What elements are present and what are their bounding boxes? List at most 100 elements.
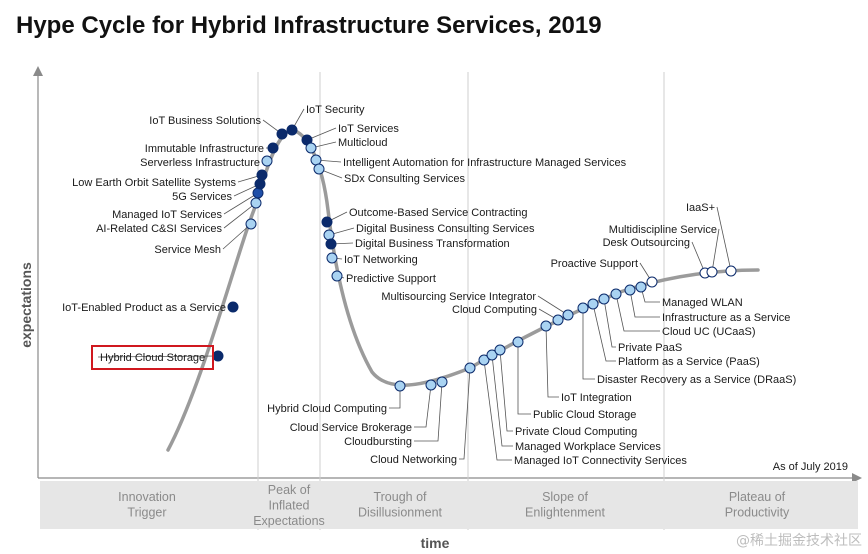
phase-label: Plateau of Productivity [725,490,790,520]
data-label: Managed IoT Connectivity Services [514,455,687,467]
data-point [562,309,574,321]
data-point [646,276,658,288]
leader-line [691,241,706,274]
leader-line [389,386,401,409]
data-label: Disaster Recovery as a Service (DRaaS) [597,374,796,386]
data-point [326,252,338,264]
data-points [212,124,737,392]
data-point [425,379,437,391]
data-point [323,229,335,241]
data-label: Platform as a Service (PaaS) [618,356,760,368]
data-label: Multisourcing Service Integrator [381,291,536,303]
leader-line [582,308,595,380]
data-label: Public Cloud Storage [533,409,636,421]
data-label: Intelligent Automation for Infrastructur… [343,157,627,169]
leader-line [592,303,616,362]
as-of-note: As of July 2019 [773,461,848,473]
data-label: Managed WLAN [662,297,743,309]
data-point [331,270,343,282]
x-axis-arrow [852,473,862,483]
data-label: Cloud Service Brokerage [290,422,412,434]
leader-line [414,381,443,442]
data-label: Private PaaS [618,342,682,354]
data-label: IoT Integration [561,392,632,404]
x-axis-label: time [421,535,450,551]
data-point [305,142,317,154]
data-point [577,302,589,314]
leader-line [414,384,432,428]
data-label: Hybrid Cloud Computing [267,403,387,415]
phase-label: Slope of Enlightenment [525,490,605,520]
data-point [321,216,333,228]
leader-line [711,228,720,273]
leader-line [483,359,512,461]
data-point [598,293,610,305]
data-point [540,320,552,332]
data-label: IoT-Enabled Product as a Service [62,302,226,314]
data-point [286,124,298,136]
leader-line [603,298,616,348]
leader-line [223,202,257,229]
y-axis-arrow [33,66,43,76]
data-point [494,344,506,356]
leader-line [499,349,513,432]
leader-line [491,354,513,447]
data-point [624,284,636,296]
data-label: IoT Services [338,123,399,135]
data-label: Service Mesh [154,244,221,256]
data-label: Private Cloud Computing [515,426,637,438]
chart-frame [33,66,862,530]
data-label: Proactive Support [551,258,638,270]
y-axis-label: expectations [18,262,34,348]
data-label: Managed IoT Services [112,209,222,221]
data-label: Cloud Networking [370,454,457,466]
phase-label: Trough of Disillusionment [358,490,443,520]
data-point [552,314,564,326]
leader-line [716,206,732,272]
data-point [610,288,622,300]
hype-curve [166,128,760,452]
data-label: Outcome-Based Service Contracting [349,207,528,219]
data-label: Multicloud [338,137,388,149]
data-point [252,187,264,199]
chart-title: Hype Cycle for Hybrid Infrastructure Ser… [16,12,602,39]
data-point [261,155,273,167]
leader-line [545,325,559,398]
data-label: Serverless Infrastructure [140,157,260,169]
data-label: Immutable Infrastructure [145,143,264,155]
data-label: Digital Business Consulting Services [356,223,535,235]
data-label: Low Earth Orbit Satellite Systems [72,177,236,189]
data-point [227,301,239,313]
phase-label: Peak of Inflated Expectations [253,483,325,528]
data-label: Digital Business Transformation [355,238,510,250]
data-point [250,197,262,209]
data-label: IoT Business Solutions [149,115,261,127]
data-point [313,163,325,175]
data-label: Desk Outsourcing [603,237,690,249]
leader-line [222,223,252,250]
data-label: Cloud UC (UCaaS) [662,326,756,338]
highlight-box [91,345,214,370]
data-point [276,128,288,140]
leader-line [615,293,660,332]
data-label: Cloud Computing [452,304,537,316]
leader-line [97,355,219,358]
data-label: Infrastructure as a Service [662,312,790,324]
data-point [254,178,266,190]
data-label: Hybrid Cloud Storage [100,352,205,364]
data-point [635,281,647,293]
data-point [212,350,224,362]
data-labels: Hybrid Cloud Storage IoT-Enabled Product … [62,104,796,467]
leader-line [537,295,569,316]
data-point [394,380,406,392]
data-point [486,349,498,361]
data-point [267,142,279,154]
leader-line [517,342,531,415]
data-point [587,298,599,310]
data-label: SDx Consulting Services [344,173,466,185]
data-label: IoT Networking [344,254,418,266]
data-label: IaaS+ [686,202,715,214]
data-point [464,362,476,374]
phase-label: Innovation Trigger [118,490,176,520]
